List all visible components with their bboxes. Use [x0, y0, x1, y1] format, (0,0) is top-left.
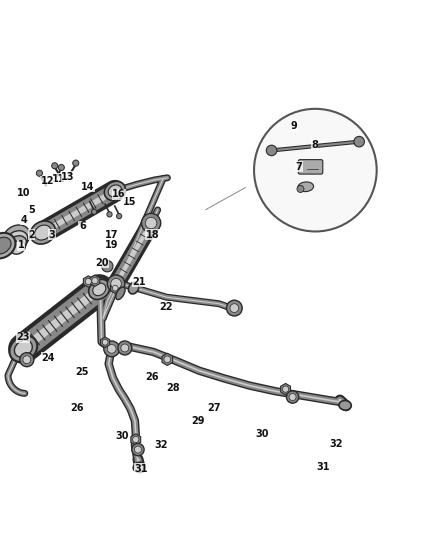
Text: 12: 12 [41, 176, 54, 186]
Ellipse shape [11, 241, 25, 254]
Text: 5: 5 [28, 205, 35, 215]
Text: 29: 29 [191, 416, 205, 426]
Text: 21: 21 [133, 277, 146, 287]
Circle shape [266, 145, 277, 156]
Ellipse shape [88, 279, 110, 300]
Text: 26: 26 [70, 402, 83, 413]
Ellipse shape [128, 282, 139, 294]
Circle shape [102, 261, 113, 272]
Text: 28: 28 [166, 383, 180, 393]
Text: 30: 30 [115, 431, 128, 441]
Ellipse shape [14, 340, 32, 357]
Text: 10: 10 [18, 188, 31, 198]
Circle shape [145, 217, 157, 229]
Circle shape [117, 214, 122, 219]
Ellipse shape [30, 221, 56, 244]
Text: 20: 20 [95, 258, 108, 268]
Polygon shape [131, 434, 141, 445]
Circle shape [58, 165, 64, 171]
Text: 25: 25 [76, 367, 89, 377]
Ellipse shape [298, 182, 314, 192]
Circle shape [286, 391, 299, 403]
Ellipse shape [0, 237, 11, 254]
FancyBboxPatch shape [298, 159, 323, 174]
Text: 19: 19 [105, 240, 118, 251]
Text: 4: 4 [21, 215, 28, 224]
Ellipse shape [133, 462, 145, 472]
Circle shape [20, 353, 34, 367]
Text: 14: 14 [81, 182, 94, 192]
Text: 24: 24 [42, 353, 55, 362]
Text: 2: 2 [28, 230, 35, 240]
Ellipse shape [0, 233, 15, 259]
Text: 31: 31 [317, 462, 330, 472]
Text: 7: 7 [295, 161, 302, 172]
Circle shape [112, 285, 118, 291]
Text: 32: 32 [155, 440, 168, 450]
Circle shape [107, 212, 112, 217]
Circle shape [164, 356, 171, 363]
Ellipse shape [6, 231, 28, 250]
Circle shape [92, 278, 98, 284]
Circle shape [102, 340, 108, 345]
Text: 15: 15 [123, 197, 136, 207]
Circle shape [283, 386, 289, 392]
Text: 22: 22 [159, 302, 172, 312]
Polygon shape [101, 337, 110, 348]
Text: 13: 13 [61, 172, 74, 182]
Text: 6: 6 [79, 221, 86, 231]
Circle shape [111, 278, 121, 289]
Circle shape [297, 185, 304, 192]
Text: 9: 9 [291, 122, 298, 131]
Polygon shape [162, 353, 173, 366]
Ellipse shape [10, 336, 37, 362]
Polygon shape [281, 383, 290, 395]
Text: 3: 3 [48, 230, 55, 240]
Circle shape [85, 278, 92, 285]
Text: 27: 27 [207, 402, 220, 413]
Circle shape [226, 300, 242, 316]
Circle shape [107, 275, 125, 293]
Ellipse shape [339, 400, 351, 410]
Ellipse shape [116, 287, 125, 300]
Text: 26: 26 [146, 372, 159, 382]
Text: 16: 16 [113, 189, 126, 199]
Circle shape [254, 109, 377, 231]
Ellipse shape [3, 225, 30, 249]
Text: 31: 31 [134, 464, 148, 474]
Circle shape [107, 344, 116, 353]
Circle shape [104, 341, 120, 357]
Polygon shape [83, 276, 93, 287]
Circle shape [36, 170, 42, 176]
Text: 30: 30 [255, 429, 268, 439]
Circle shape [141, 213, 161, 232]
Polygon shape [90, 275, 100, 286]
Circle shape [133, 437, 139, 442]
Ellipse shape [104, 181, 125, 200]
Circle shape [23, 356, 31, 364]
Circle shape [132, 443, 144, 456]
Text: 23: 23 [16, 333, 29, 343]
Circle shape [230, 304, 239, 312]
Text: 18: 18 [145, 230, 159, 240]
Text: 32: 32 [330, 439, 343, 449]
Circle shape [52, 163, 58, 169]
Text: 17: 17 [105, 230, 118, 240]
Circle shape [73, 160, 79, 166]
Ellipse shape [35, 225, 51, 240]
Polygon shape [111, 283, 120, 293]
Circle shape [121, 344, 129, 352]
Circle shape [354, 136, 364, 147]
Circle shape [118, 341, 132, 355]
Text: 11: 11 [53, 174, 66, 184]
Text: 1: 1 [18, 240, 25, 251]
Ellipse shape [108, 185, 122, 197]
Circle shape [289, 393, 296, 400]
Circle shape [134, 446, 141, 453]
Ellipse shape [8, 236, 27, 252]
Ellipse shape [93, 283, 106, 296]
Text: 8: 8 [311, 140, 318, 150]
Circle shape [92, 209, 97, 214]
